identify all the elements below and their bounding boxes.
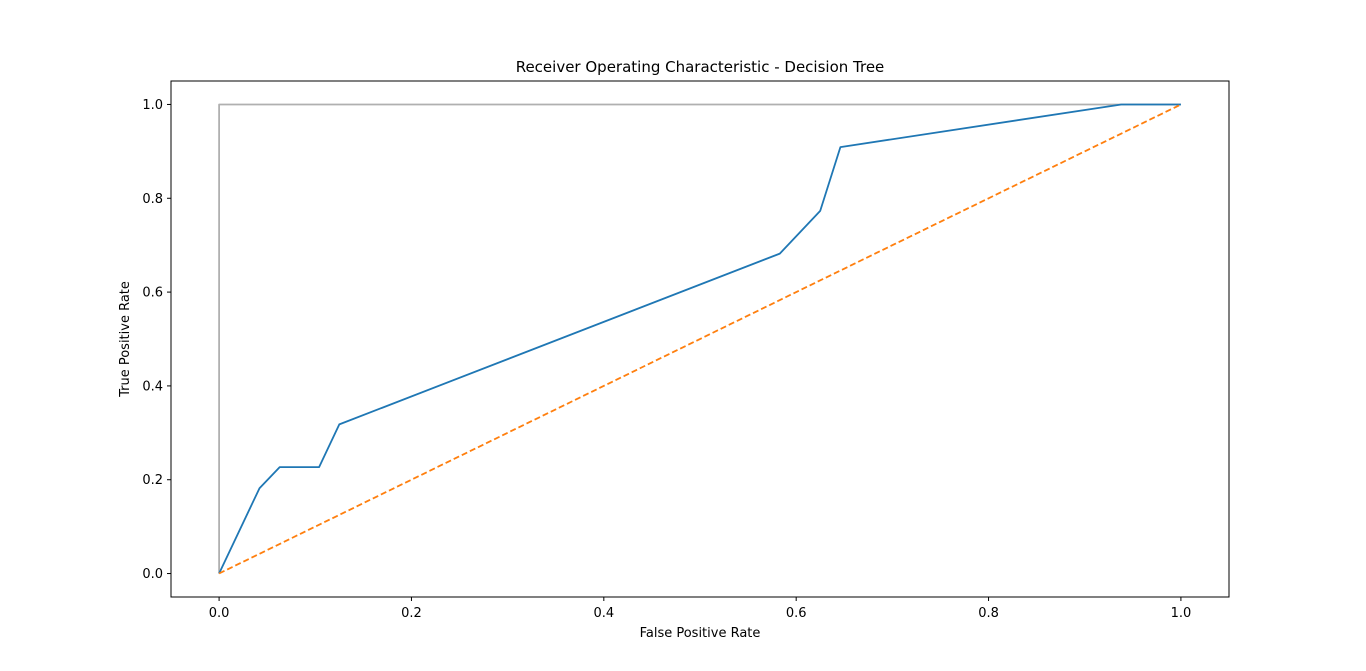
y-tick-label: 1.0 [142,98,163,113]
y-axis-label: True Positive Rate [118,281,133,398]
x-tick-label: 1.0 [1171,606,1192,621]
series-layer [218,103,1182,575]
x-tick-label: 0.4 [593,606,614,621]
plot-frame [170,80,1230,598]
y-axis-ticks: 0.0 0.2 0.4 0.6 0.8 1.0 [142,98,171,582]
y-tick-label: 0.6 [142,286,163,301]
series-line-perfect [218,103,1181,574]
y-tick-label: 0.4 [142,379,163,394]
x-tick-label: 0.0 [209,606,230,621]
series-line-chance [218,103,1182,575]
x-axis-label: False Positive Rate [640,626,761,641]
series-line-roc [218,103,1181,574]
y-tick-label: 0.0 [142,567,163,582]
x-axis-ticks: 0.0 0.2 0.4 0.6 0.8 1.0 [209,597,1192,621]
x-tick-label: 0.2 [401,606,422,621]
chart-title: Receiver Operating Characteristic - Deci… [516,58,885,76]
y-tick-label: 0.8 [142,192,163,207]
x-tick-label: 0.6 [786,606,807,621]
x-tick-label: 0.8 [978,606,999,621]
y-tick-label: 0.2 [142,473,163,488]
